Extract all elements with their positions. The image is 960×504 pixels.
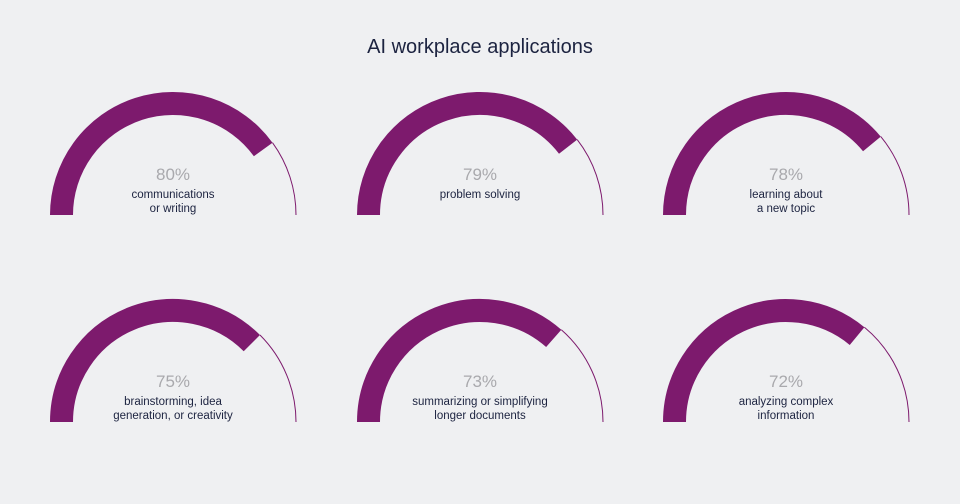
gauge-value-arc xyxy=(357,92,578,216)
gauge-label: information xyxy=(758,410,815,422)
gauge-label: learning about xyxy=(750,189,824,201)
gauge-percent: 78% xyxy=(769,165,803,184)
gauge-label: analyzing complex xyxy=(739,396,834,408)
gauge-label: communications xyxy=(131,189,214,201)
gauge-3: 78% learning about a new topic xyxy=(663,92,910,216)
gauge-value-arc xyxy=(50,299,260,423)
gauge-track xyxy=(576,139,604,216)
gauge-value-arc xyxy=(663,299,865,423)
gauge-label: longer documents xyxy=(434,410,526,422)
gauge-value-arc xyxy=(50,92,273,216)
gauge-1: 80% communications or writing xyxy=(50,92,297,216)
gauge-track xyxy=(864,326,910,423)
gauge-value-arc xyxy=(357,299,562,423)
gauge-percent: 80% xyxy=(156,165,190,184)
gauge-4: 75% brainstorming, idea generation, or cre… xyxy=(50,299,297,423)
chart-title: AI workplace applications xyxy=(367,36,593,58)
gauge-label: problem solving xyxy=(440,189,521,201)
gauge-percent: 79% xyxy=(463,165,497,184)
gauge-track xyxy=(272,142,297,216)
gauge-label: or writing xyxy=(150,203,197,215)
gauge-label: generation, or creativity xyxy=(113,410,233,422)
gauge-percent: 75% xyxy=(156,372,190,391)
gauge-percent: 73% xyxy=(463,372,497,391)
gauge-6: 72% analyzing complex information xyxy=(663,299,910,423)
gauge-track xyxy=(880,136,910,216)
gauge-5: 73% summarizing or simplifying longer docu… xyxy=(357,299,604,423)
gauge-label: brainstorming, idea xyxy=(124,396,222,408)
gauge-track xyxy=(561,329,604,423)
gauge-track xyxy=(259,334,297,423)
gauge-2: 79% problem solving xyxy=(357,92,604,216)
gauge-label: a new topic xyxy=(757,203,815,215)
gauge-value-arc xyxy=(663,92,881,216)
gauge-percent: 72% xyxy=(769,372,803,391)
gauge-label: summarizing or simplifying xyxy=(412,396,547,408)
